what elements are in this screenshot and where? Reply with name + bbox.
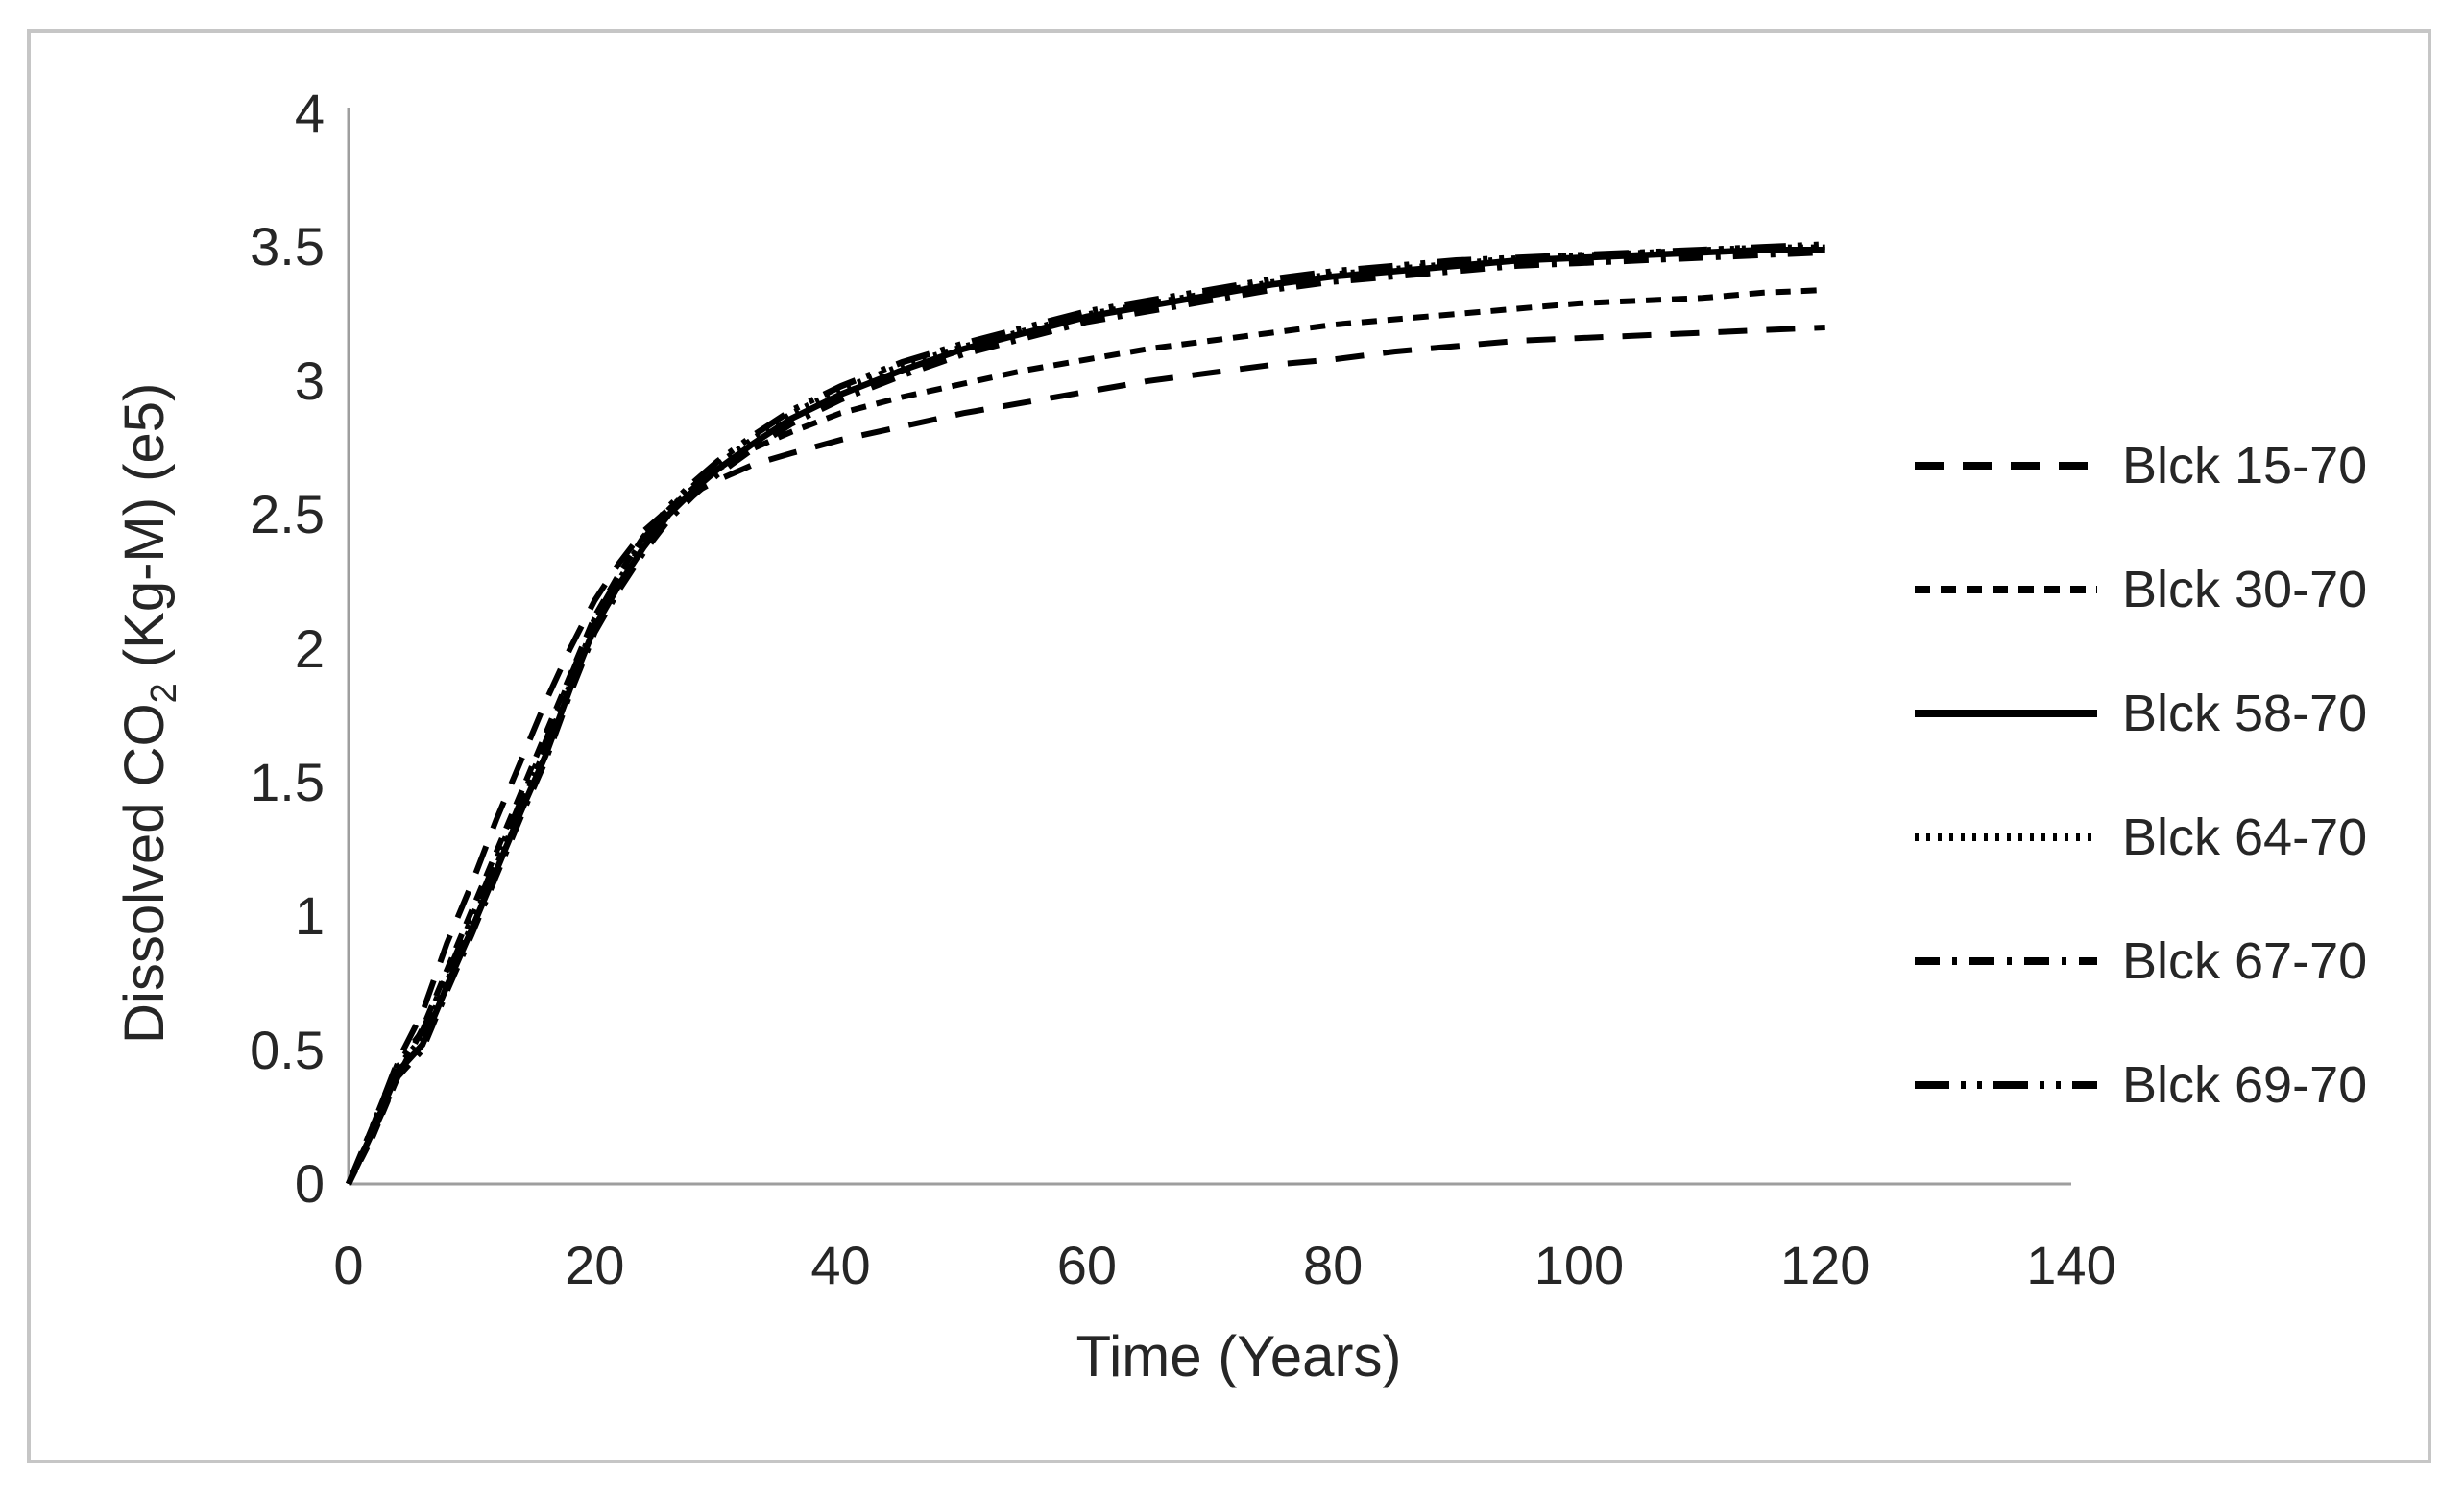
y-tick-label: 3 bbox=[294, 350, 325, 411]
series-line-2 bbox=[346, 246, 1825, 1186]
y-axis-title: Dissolved CO2 (Kg-M) (e5) bbox=[112, 349, 185, 1078]
legend-item-1: Blck 30-70 bbox=[1915, 527, 2414, 651]
x-tick-label: 120 bbox=[1779, 1235, 1871, 1295]
legend-line-sample bbox=[1915, 832, 2097, 841]
legend-item-0: Blck 15-70 bbox=[1915, 403, 2414, 527]
figure-frame bbox=[27, 29, 2431, 1463]
y-tick-label: 1.5 bbox=[250, 751, 325, 812]
x-tick-label: 20 bbox=[565, 1235, 625, 1295]
x-tick-label: 0 bbox=[333, 1235, 364, 1295]
y-tick-label: 0 bbox=[294, 1153, 325, 1214]
series-line-4 bbox=[346, 250, 1825, 1186]
x-tick-label: 60 bbox=[1056, 1235, 1117, 1295]
legend-item-2: Blck 58-70 bbox=[1915, 651, 2414, 775]
y-axis-title-pre: Dissolved CO bbox=[113, 703, 177, 1044]
series-line-5 bbox=[346, 241, 1825, 1186]
y-tick-label: 0.5 bbox=[250, 1019, 325, 1080]
y-tick-label: 1 bbox=[294, 885, 325, 947]
x-tick-label: 80 bbox=[1302, 1235, 1364, 1295]
legend-label: Blck 69-70 bbox=[2122, 1055, 2368, 1114]
legend-label: Blck 15-70 bbox=[2122, 436, 2368, 495]
series-line-1 bbox=[346, 287, 1825, 1186]
legend-label: Blck 58-70 bbox=[2122, 684, 2368, 742]
series-line-3 bbox=[346, 244, 1825, 1186]
y-axis-title-post: (Kg-M) (e5) bbox=[113, 382, 177, 684]
x-tick-label: 100 bbox=[1534, 1235, 1625, 1295]
legend-line-sample bbox=[1915, 709, 2097, 717]
x-tick-label: 40 bbox=[810, 1235, 871, 1295]
x-axis-title: Time (Years) bbox=[1075, 1324, 1402, 1388]
y-tick-label: 4 bbox=[294, 83, 325, 143]
y-tick-label: 2 bbox=[294, 617, 325, 679]
y-axis-title-sub: 2 bbox=[143, 683, 184, 704]
y-tick-label: 3.5 bbox=[250, 216, 325, 277]
legend-line-sample bbox=[1915, 461, 2097, 470]
legend-item-3: Blck 64-70 bbox=[1915, 775, 2414, 899]
chart-legend: Blck 15-70 Blck 30-70 Blck 58-70 Blck 64-70… bbox=[1915, 403, 2414, 1146]
legend-label: Blck 30-70 bbox=[2122, 560, 2368, 618]
legend-line-sample bbox=[1915, 1080, 2097, 1089]
legend-line-sample bbox=[1915, 585, 2097, 593]
x-tick-label: 140 bbox=[2026, 1235, 2116, 1295]
series-line-0 bbox=[346, 325, 1825, 1186]
legend-line-sample bbox=[1915, 956, 2097, 965]
legend-item-5: Blck 69-70 bbox=[1915, 1023, 2414, 1146]
y-tick-label: 2.5 bbox=[250, 484, 325, 545]
legend-item-4: Blck 67-70 bbox=[1915, 899, 2414, 1023]
legend-label: Blck 64-70 bbox=[2122, 808, 2368, 866]
legend-label: Blck 67-70 bbox=[2122, 931, 2368, 990]
